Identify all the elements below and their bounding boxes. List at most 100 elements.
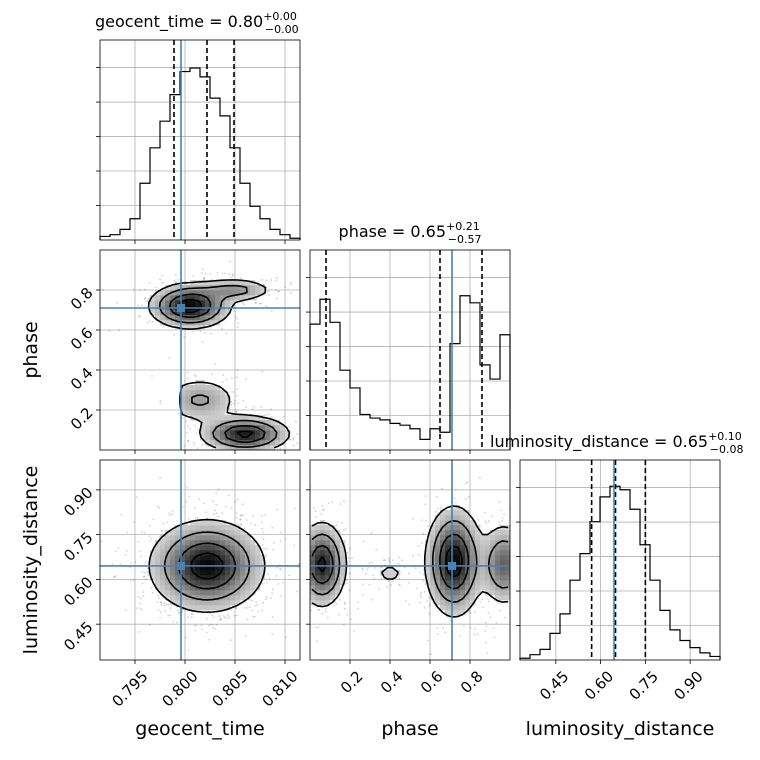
density-cell	[340, 580, 346, 586]
sample-point	[487, 611, 490, 614]
density-cell	[495, 590, 501, 596]
sample-point	[404, 600, 407, 602]
density-cell	[235, 545, 241, 551]
histogram-steps	[519, 485, 721, 660]
density-cell	[210, 420, 216, 426]
histogram-panel-luminosity_distance	[516, 459, 721, 664]
sample-point	[142, 595, 145, 598]
density-cell	[250, 555, 256, 561]
density-cell	[435, 525, 441, 531]
sample-point	[189, 427, 192, 430]
density-cell	[235, 530, 241, 536]
density-cell	[150, 565, 156, 571]
density-cell	[235, 435, 241, 441]
sample-point	[403, 566, 406, 569]
density-cell	[440, 545, 446, 551]
density-cell	[225, 425, 231, 431]
sample-point	[335, 603, 338, 605]
density-cell	[475, 545, 481, 551]
density-cell	[500, 540, 506, 546]
sample-point	[229, 639, 232, 642]
sample-point	[166, 521, 169, 524]
density-cell	[330, 530, 336, 536]
sample-point	[478, 476, 481, 479]
contour-level	[311, 505, 509, 618]
density-cell	[190, 290, 196, 296]
sample-point	[169, 607, 172, 610]
density-cell	[255, 290, 261, 296]
density-cell	[200, 605, 206, 611]
sample-point	[361, 567, 364, 570]
sample-point	[482, 606, 484, 608]
sample-point	[353, 630, 355, 632]
density-cell	[215, 425, 221, 431]
density-cell	[195, 325, 201, 331]
density-cell	[170, 540, 176, 546]
sample-point	[281, 581, 284, 584]
density-cell	[330, 535, 336, 541]
sample-point	[236, 317, 239, 320]
sample-point	[159, 399, 162, 402]
density-cell	[270, 435, 276, 441]
sample-point	[221, 272, 224, 275]
density-cell	[245, 535, 251, 541]
sample-point	[218, 619, 221, 622]
density-cell	[495, 550, 501, 556]
density-cell	[250, 290, 256, 296]
density-cell	[225, 565, 231, 571]
sample-point	[265, 305, 268, 307]
sample-point	[141, 304, 144, 307]
density-cell	[250, 560, 256, 566]
density-cell	[190, 605, 196, 611]
density-cell	[225, 300, 231, 306]
density-cell	[185, 535, 191, 541]
density-cell	[215, 400, 221, 406]
density-cell	[475, 565, 481, 571]
density-cell	[215, 570, 221, 576]
density-cell	[460, 530, 466, 536]
density-cell	[205, 410, 211, 416]
density-cell	[440, 510, 446, 516]
density-cell	[235, 280, 241, 286]
x-axis-label-geocent_time: geocent_time	[135, 718, 264, 740]
density-cell	[195, 310, 201, 316]
sample-point	[221, 512, 224, 514]
density-cell	[260, 445, 266, 451]
density-cell	[195, 550, 201, 556]
title-sup: +0.21	[446, 220, 480, 233]
density-cell	[330, 575, 336, 581]
x-tick-label: 0.60	[581, 667, 617, 703]
sample-point	[132, 579, 135, 581]
density-cell	[430, 575, 436, 581]
density-cell	[195, 545, 201, 551]
sample-point	[248, 606, 251, 609]
density-cell	[205, 595, 211, 601]
density-cell	[435, 530, 441, 536]
density-cell	[195, 575, 201, 581]
density-cell	[465, 515, 471, 521]
density-cell	[500, 550, 506, 556]
sample-point	[271, 632, 274, 635]
sample-point	[117, 546, 120, 549]
sample-point	[236, 369, 239, 372]
density-cell	[235, 570, 241, 576]
sample-point	[427, 639, 429, 642]
density-cell	[445, 515, 451, 521]
density-cell	[215, 405, 221, 411]
sample-point	[276, 566, 279, 569]
sample-point	[148, 535, 151, 538]
sample-point	[386, 585, 389, 588]
density-cell	[280, 435, 286, 441]
density-cell	[465, 545, 471, 551]
density-cell	[155, 555, 161, 561]
sample-point	[322, 509, 325, 512]
density-cell	[165, 585, 171, 591]
sample-point	[294, 420, 297, 423]
density-cell	[240, 555, 246, 561]
density-cell	[150, 575, 156, 581]
sample-point	[114, 550, 117, 553]
density-cell	[180, 540, 186, 546]
axes-frame	[519, 459, 721, 661]
density-cell	[180, 545, 186, 551]
density-cell	[490, 535, 496, 541]
